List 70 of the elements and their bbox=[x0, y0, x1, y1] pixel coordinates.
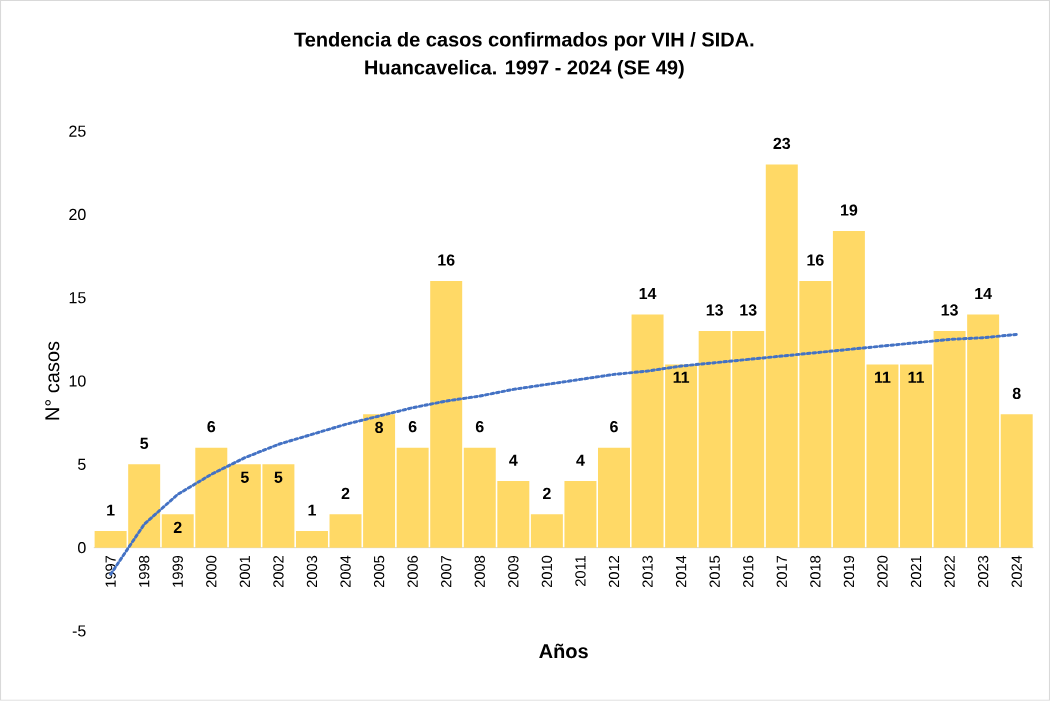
x-tick-label: 1998 bbox=[139, 555, 150, 587]
data-label: 14 bbox=[639, 288, 657, 300]
x-tick-label: 1999 bbox=[172, 556, 183, 587]
x-tick-label: 2022 bbox=[944, 556, 955, 588]
x-tick-label: 2004 bbox=[340, 555, 351, 588]
x-axis-title: Años bbox=[539, 643, 588, 659]
data-label: 5 bbox=[140, 437, 149, 450]
data-label: 6 bbox=[475, 421, 484, 433]
chart-subtitle: Huancavelica. 1997 - 2024 (SE 49) bbox=[365, 59, 684, 79]
data-label: 6 bbox=[408, 421, 417, 433]
data-label: 5 bbox=[240, 471, 249, 483]
x-tick-label: 2009 bbox=[508, 556, 519, 588]
data-label: 14 bbox=[975, 288, 992, 300]
data-label: 4 bbox=[509, 454, 518, 466]
data-label: 13 bbox=[941, 304, 958, 316]
x-tick-label: 2000 bbox=[206, 555, 217, 588]
data-label: 5 bbox=[274, 471, 283, 483]
data-label: 13 bbox=[706, 304, 723, 316]
data-label: 1 bbox=[107, 504, 115, 516]
data-label: 2 bbox=[542, 487, 551, 500]
y-tick-label: 15 bbox=[69, 292, 86, 304]
y-tick-label: 25 bbox=[69, 125, 86, 137]
y-tick-label: -5 bbox=[72, 625, 86, 637]
bar bbox=[295, 531, 328, 548]
y-tick-label: 0 bbox=[78, 542, 86, 554]
x-tick-label: 2024 bbox=[1011, 555, 1022, 588]
x-tick-label: 2015 bbox=[709, 555, 720, 588]
bar bbox=[900, 364, 933, 548]
x-tick-label: 2017 bbox=[776, 556, 787, 588]
data-label: 11 bbox=[875, 371, 891, 383]
y-tick-label: 20 bbox=[69, 208, 86, 221]
data-label: 6 bbox=[610, 421, 618, 433]
data-label: 13 bbox=[740, 304, 757, 316]
x-tick-label: 2008 bbox=[474, 555, 485, 588]
data-label: 11 bbox=[908, 371, 925, 383]
data-label: 2 bbox=[173, 521, 182, 533]
x-tick-label: 2019 bbox=[843, 556, 855, 588]
x-tick-label: 2018 bbox=[810, 555, 821, 588]
data-label: 16 bbox=[438, 254, 455, 266]
x-tick-label: 2007 bbox=[441, 556, 452, 588]
x-tick-label: 2005 bbox=[373, 555, 385, 588]
x-tick-label: 2016 bbox=[743, 555, 754, 588]
data-label: 23 bbox=[773, 137, 791, 150]
bar bbox=[598, 447, 630, 548]
data-label: 2 bbox=[341, 487, 350, 500]
data-label: 8 bbox=[375, 421, 384, 434]
data-label: 11 bbox=[673, 371, 690, 383]
data-label: 4 bbox=[576, 454, 585, 466]
y-tick-label: 5 bbox=[78, 458, 86, 471]
x-tick-label: 2023 bbox=[977, 555, 989, 588]
x-tick-label: 2010 bbox=[541, 555, 553, 588]
bar bbox=[1000, 414, 1033, 548]
x-tick-label: 2011 bbox=[575, 556, 586, 587]
data-label: 16 bbox=[807, 254, 824, 266]
data-label: 6 bbox=[207, 421, 216, 433]
x-tick-label: 2002 bbox=[273, 556, 284, 588]
data-label: 1 bbox=[308, 504, 316, 516]
x-tick-label: 2003 bbox=[306, 555, 318, 588]
x-tick-label: 2021 bbox=[910, 556, 922, 588]
data-label: 8 bbox=[1012, 387, 1021, 400]
x-tick-label: 2014 bbox=[675, 555, 687, 588]
x-tick-label: 2006 bbox=[407, 555, 418, 588]
x-tick-label: 2001 bbox=[239, 556, 251, 588]
y-tick-label: 10 bbox=[69, 375, 86, 387]
x-tick-label: 2013 bbox=[642, 555, 653, 588]
data-label: 19 bbox=[841, 204, 858, 216]
y-axis-title: N° casos bbox=[45, 341, 60, 420]
x-tick-label: 2012 bbox=[608, 556, 620, 588]
chart-title: Tendencia de casos confirmados por VIH / SIDA. bbox=[294, 31, 754, 51]
x-tick-label: 2020 bbox=[877, 555, 888, 588]
